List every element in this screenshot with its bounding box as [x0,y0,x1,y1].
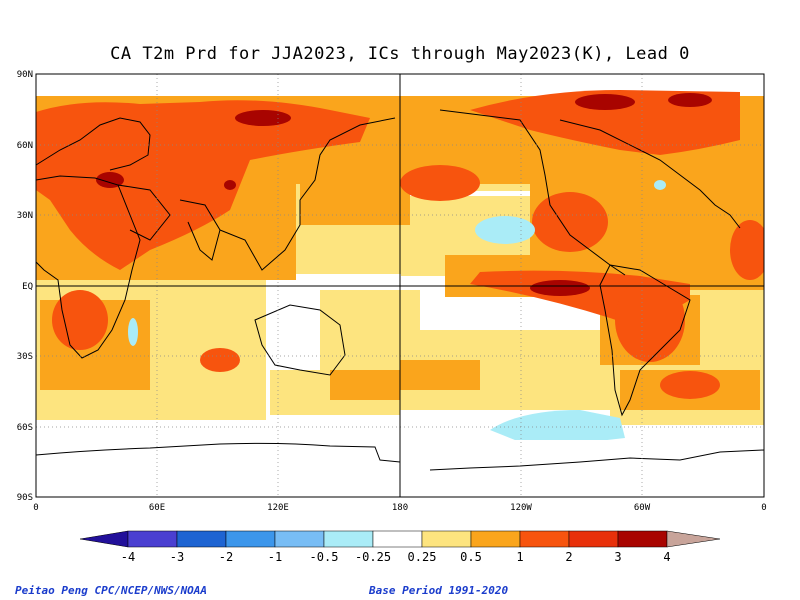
colorbar-segment [127,530,178,548]
colorbar-label: -4 [121,550,135,564]
colorbar-label: -0.5 [310,550,339,564]
colorbar [79,530,721,548]
y-tick-label: 90S [17,493,33,503]
anomaly-neg-0.25-0.5 [128,180,666,443]
colorbar-label: 1 [516,550,523,564]
colorbar-segment [666,530,721,548]
anomaly-1-2 [36,90,764,399]
y-tick-label: 30S [17,352,33,362]
colorbar-segment [617,530,668,548]
x-tick-label: 180 [392,503,408,513]
colorbar-segment [470,530,521,548]
colorbar-label: -2 [219,550,233,564]
x-tick-label: 0 [33,503,38,513]
x-tick-label: 60W [634,503,651,513]
y-tick-label: EQ [22,282,33,292]
colorbar-label: -1 [268,550,282,564]
x-axis: 0 60E 120E 180 120W 60W 0 [33,503,766,513]
x-tick-label: 0 [761,503,766,513]
colorbar-labels: -4 -3 -2 -1 -0.5 -0.25 0.25 0.5 1 2 3 4 [121,550,671,564]
colorbar-segment [176,530,227,548]
base-period-text: Base Period 1991-2020 [369,584,509,597]
colorbar-segment [421,530,472,548]
colorbar-label: 2 [565,550,572,564]
y-tick-label: 90N [17,70,33,80]
x-tick-label: 120W [510,503,532,513]
colorbar-segment [568,530,619,548]
colorbar-segment [79,530,129,548]
map-title: CA T2m Prd for JJA2023, ICs through May2… [110,44,690,64]
colorbar-segment [274,530,325,548]
colorbar-label: -0.25 [355,550,391,564]
y-axis: 90N 60N 30N EQ 30S 60S 90S [17,70,33,503]
colorbar-label: -3 [170,550,184,564]
colorbar-label: 3 [614,550,621,564]
colorbar-label: 0.5 [460,550,482,564]
colorbar-label: 0.25 [408,550,437,564]
coastlines [35,109,765,471]
colorbar-segment [372,530,423,548]
colorbar-segment [323,530,374,548]
colorbar-segment [225,530,276,548]
credit-text: Peitao Peng CPC/NCEP/NWS/NOAA [15,584,208,597]
anomaly-2-3 [96,93,712,296]
y-tick-label: 60S [17,423,33,433]
colorbar-segment [519,530,570,548]
map-frame [35,73,765,498]
y-tick-label: 60N [17,141,33,151]
x-tick-label: 120E [267,503,289,513]
colorbar-label: 4 [663,550,670,564]
y-tick-label: 30N [17,211,33,221]
x-tick-label: 60E [149,503,165,513]
